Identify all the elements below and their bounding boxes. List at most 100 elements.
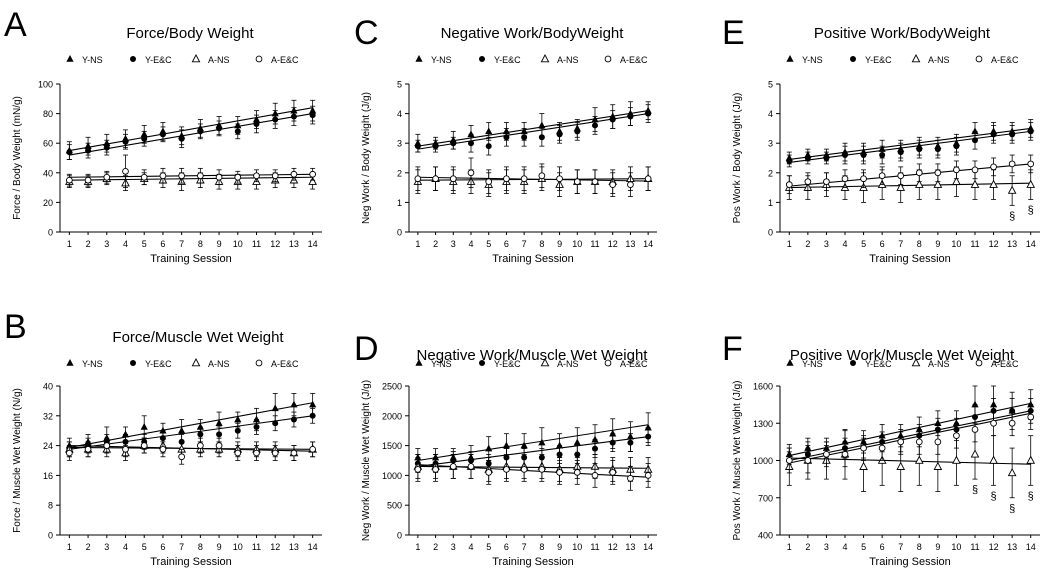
data-point [970, 449, 980, 458]
data-point [971, 166, 979, 174]
y-tick-label: 0 [48, 228, 53, 238]
data-point [309, 112, 316, 119]
y-tick-label: 1 [768, 198, 773, 208]
x-tick-label: 11 [970, 239, 979, 249]
x-tick-label: 2 [433, 542, 438, 552]
data-point [1007, 467, 1017, 477]
data-point [121, 430, 130, 438]
chart-title: Negative Work/BodyWeight [441, 25, 625, 42]
data-point [122, 167, 129, 175]
legend-label: Y-E&C [145, 55, 172, 65]
y-tick-label: 60 [43, 139, 53, 149]
data-point [103, 144, 110, 151]
x-tick-label: 6 [880, 239, 885, 249]
x-tick-label: 6 [160, 239, 165, 249]
data-point [953, 166, 960, 174]
x-tick-label: 10 [572, 239, 582, 249]
x-tick-label: 3 [104, 239, 109, 249]
panel-a: A Force/Body Weight Y-NS Y-E&C A-NS A-E&C 0 20 4… [4, 6, 322, 265]
data-point [178, 426, 186, 434]
data-point [140, 442, 148, 449]
x-tick-label: 13 [1007, 239, 1017, 249]
legend-marker [604, 359, 612, 367]
legend-marker [786, 55, 794, 62]
data-point [1008, 419, 1016, 427]
data-point [916, 146, 923, 153]
legend-marker [975, 55, 983, 63]
data-point [841, 450, 849, 458]
data-point [538, 172, 546, 180]
data-point [573, 178, 581, 186]
data-point [432, 175, 439, 183]
x-tick-label: 3 [824, 542, 829, 552]
data-point [290, 449, 298, 457]
data-point [290, 400, 298, 408]
data-point [971, 127, 979, 135]
data-point [520, 466, 528, 473]
x-tick-label: 4 [123, 239, 128, 249]
data-point [627, 475, 634, 482]
legend-marker [66, 359, 74, 366]
x-tick-label: 5 [861, 239, 866, 249]
x-tick-label: 1 [787, 239, 792, 249]
y-tick-label: 20 [43, 198, 53, 208]
data-point [141, 135, 148, 142]
data-point [915, 438, 923, 446]
legend-marker [415, 359, 423, 366]
y-tick-label: 0 [768, 228, 773, 238]
y-tick-label: 3 [397, 139, 402, 149]
panel-c: C Negative Work/BodyWeight Y-NS Y-E&C A-NS A-… [354, 14, 657, 265]
data-point [823, 450, 830, 458]
significance-marker: § [991, 490, 997, 502]
x-tick-label: 6 [504, 239, 509, 249]
x-tick-label: 10 [233, 239, 243, 249]
data-point [290, 416, 297, 423]
data-point [609, 116, 616, 123]
y-tick-label: 1500 [382, 441, 402, 451]
data-point [644, 175, 652, 183]
data-point [467, 130, 475, 138]
data-point [432, 466, 439, 473]
y-tick-label: 16 [43, 471, 53, 481]
data-point [178, 172, 185, 180]
significance-marker: § [1009, 503, 1015, 515]
data-point [933, 179, 943, 188]
data-point [538, 134, 545, 141]
chart-title: Force/Muscle Wet Weight [112, 329, 284, 346]
data-point [1008, 160, 1016, 168]
legend-label: Y-NS [802, 55, 823, 65]
data-point [215, 442, 223, 449]
x-tick-label: 5 [142, 239, 147, 249]
x-tick-label: 10 [233, 542, 243, 552]
x-tick-label: 9 [935, 239, 940, 249]
x-tick-label: 4 [468, 542, 473, 552]
data-point [432, 143, 439, 150]
significance-marker: § [1009, 210, 1015, 222]
x-tick-label: 7 [522, 239, 527, 249]
y-axis-label: Force / Muscle Wet Weight (N/g) [12, 388, 23, 533]
data-point [841, 175, 849, 183]
data-point [520, 175, 528, 183]
data-point [914, 455, 924, 464]
data-point [645, 110, 652, 117]
trendline [789, 410, 1031, 462]
legend-label: Y-NS [82, 55, 103, 65]
data-point [467, 463, 475, 470]
data-point [896, 182, 906, 191]
y-tick-label: 0 [397, 531, 402, 541]
legend-marker [850, 56, 856, 62]
data-point [592, 445, 598, 452]
data-point [290, 113, 297, 120]
data-point [253, 423, 260, 430]
data-point [989, 179, 998, 188]
data-point [556, 469, 563, 476]
legend-marker [191, 54, 201, 63]
data-point [414, 175, 422, 183]
data-point [804, 155, 811, 161]
data-point [66, 149, 73, 156]
data-point [1007, 185, 1017, 194]
x-tick-label: 12 [270, 542, 280, 552]
data-point [309, 412, 316, 419]
